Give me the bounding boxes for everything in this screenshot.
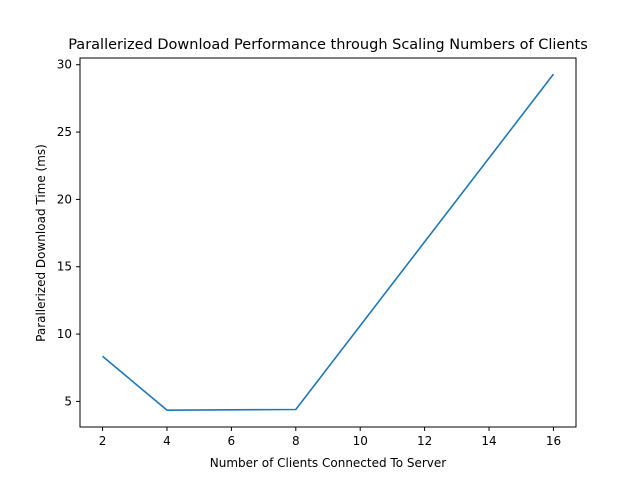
y-axis-label: Parallerized Download Time (ms)	[34, 144, 48, 342]
x-tick-label: 8	[292, 434, 300, 448]
plot-area-frame	[79, 57, 577, 428]
y-tick-label: 25	[57, 125, 72, 139]
y-tick-label: 10	[57, 327, 72, 341]
x-tick-label: 10	[353, 434, 368, 448]
x-tick-label: 14	[481, 434, 496, 448]
y-axis-ticks: 5 10 15 20 25 30	[57, 58, 80, 408]
x-tick-label: 4	[163, 434, 171, 448]
series-line-0	[102, 73, 555, 411]
chart-title: Parallerized Download Performance throug…	[68, 37, 588, 53]
y-tick-label: 15	[57, 260, 72, 274]
x-tick-label: 16	[546, 434, 561, 448]
x-tick-label: 6	[228, 434, 236, 448]
y-tick-label: 5	[64, 394, 72, 408]
y-tick-label: 30	[57, 58, 72, 72]
x-axis-ticks: 2 4 6 8 10 12 14 16	[99, 427, 561, 448]
x-tick-label: 2	[99, 434, 107, 448]
x-tick-label: 12	[417, 434, 432, 448]
series-layer	[102, 73, 555, 411]
y-tick-label: 20	[57, 192, 72, 206]
x-axis-label: Number of Clients Connected To Server	[210, 456, 447, 470]
